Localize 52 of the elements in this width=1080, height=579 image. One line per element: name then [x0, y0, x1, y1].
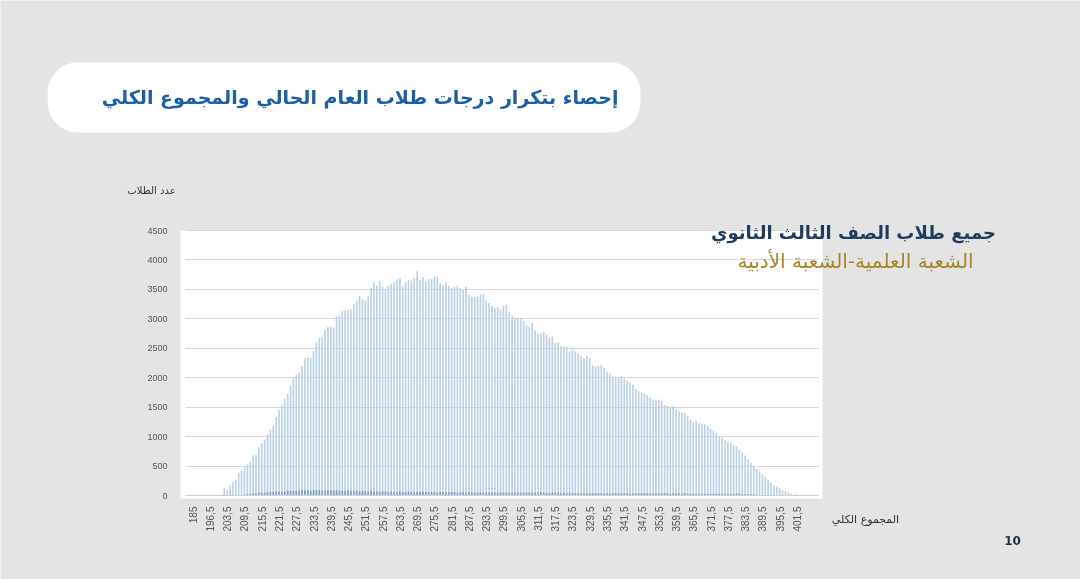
x-tick-label: 311,5	[532, 506, 544, 531]
text: 10	[1004, 534, 1021, 548]
y-tick-label: 2000	[147, 372, 168, 383]
x-tick-label: 317,5	[550, 506, 562, 532]
x-tick-label: 359,5	[671, 506, 683, 532]
x-tick-label: 347,5	[636, 506, 648, 532]
x-tick-label: 383,5	[740, 506, 752, 532]
x-tick-label: 365,5	[688, 506, 700, 532]
chart-subtitle: جميع طلاب الصف الثالث الثانوي	[711, 222, 997, 244]
x-tick-label: 293,5	[481, 506, 493, 532]
x-tick-label: 245,5	[343, 506, 355, 532]
x-tick-label: 221,5	[274, 506, 286, 532]
x-tick-label: 275,5	[429, 506, 441, 532]
x-tick-label: 251,5	[360, 506, 372, 532]
x-tick-label: 233,5	[308, 506, 320, 532]
x-tick-label: 203,5	[222, 506, 234, 532]
y-tick-label: 1500	[147, 402, 168, 413]
y-tick-label: 3500	[147, 284, 168, 295]
x-tick-label: 257,5	[377, 506, 389, 532]
chart-title: إحصاء بتكرار درجات طلاب العام الحالي والمجموع الكلي	[101, 85, 619, 109]
y-tick-label: 1000	[147, 431, 168, 442]
x-tick-label: 329,5	[584, 506, 596, 532]
x-tick-label: 185	[187, 506, 199, 524]
x-tick-label: 371,5	[705, 506, 717, 532]
x-tick-label: 209,5	[239, 506, 251, 532]
annotation: الشعبة العلمية-الشعبة الأدبية	[737, 248, 974, 273]
y-tick-label: 0	[162, 490, 168, 501]
x-tick-label: 341,5	[619, 506, 631, 532]
x-tick-label: 353,5	[653, 506, 665, 532]
y-tick-label: 2500	[147, 343, 168, 354]
y-tick-label: 4000	[147, 254, 168, 265]
x-tick-label: 395,5	[774, 506, 786, 532]
x-tick-label: 239,5	[325, 506, 337, 532]
x-tick-label: 263,5	[394, 506, 406, 532]
x-tick-label: 401,5	[791, 506, 803, 532]
y-tick-label: 500	[152, 461, 168, 472]
x-tick-label: 215,5	[256, 506, 268, 532]
x-tick-label: 196,5	[204, 506, 216, 532]
x-tick-label: 335,5	[602, 506, 614, 532]
x-tick-label: 377,5	[722, 506, 734, 532]
x-tick-label: 305,5	[515, 506, 527, 532]
x-tick-label: 269,5	[412, 506, 424, 532]
x-tick-label: 299,5	[498, 506, 510, 532]
x-axis-title: المجموع الكلي	[831, 513, 900, 526]
x-tick-label: 227,5	[291, 506, 303, 532]
x-tick-label: 323,5	[567, 506, 579, 532]
x-tick-label: 287,5	[463, 506, 475, 532]
y-tick-label: 4500	[147, 225, 168, 236]
y-tick-label: 3000	[147, 313, 168, 324]
x-tick-label: 281,5	[446, 506, 458, 532]
x-tick-label: 389,5	[757, 506, 769, 532]
y-axis-title: عدد الطلاب	[127, 185, 176, 196]
